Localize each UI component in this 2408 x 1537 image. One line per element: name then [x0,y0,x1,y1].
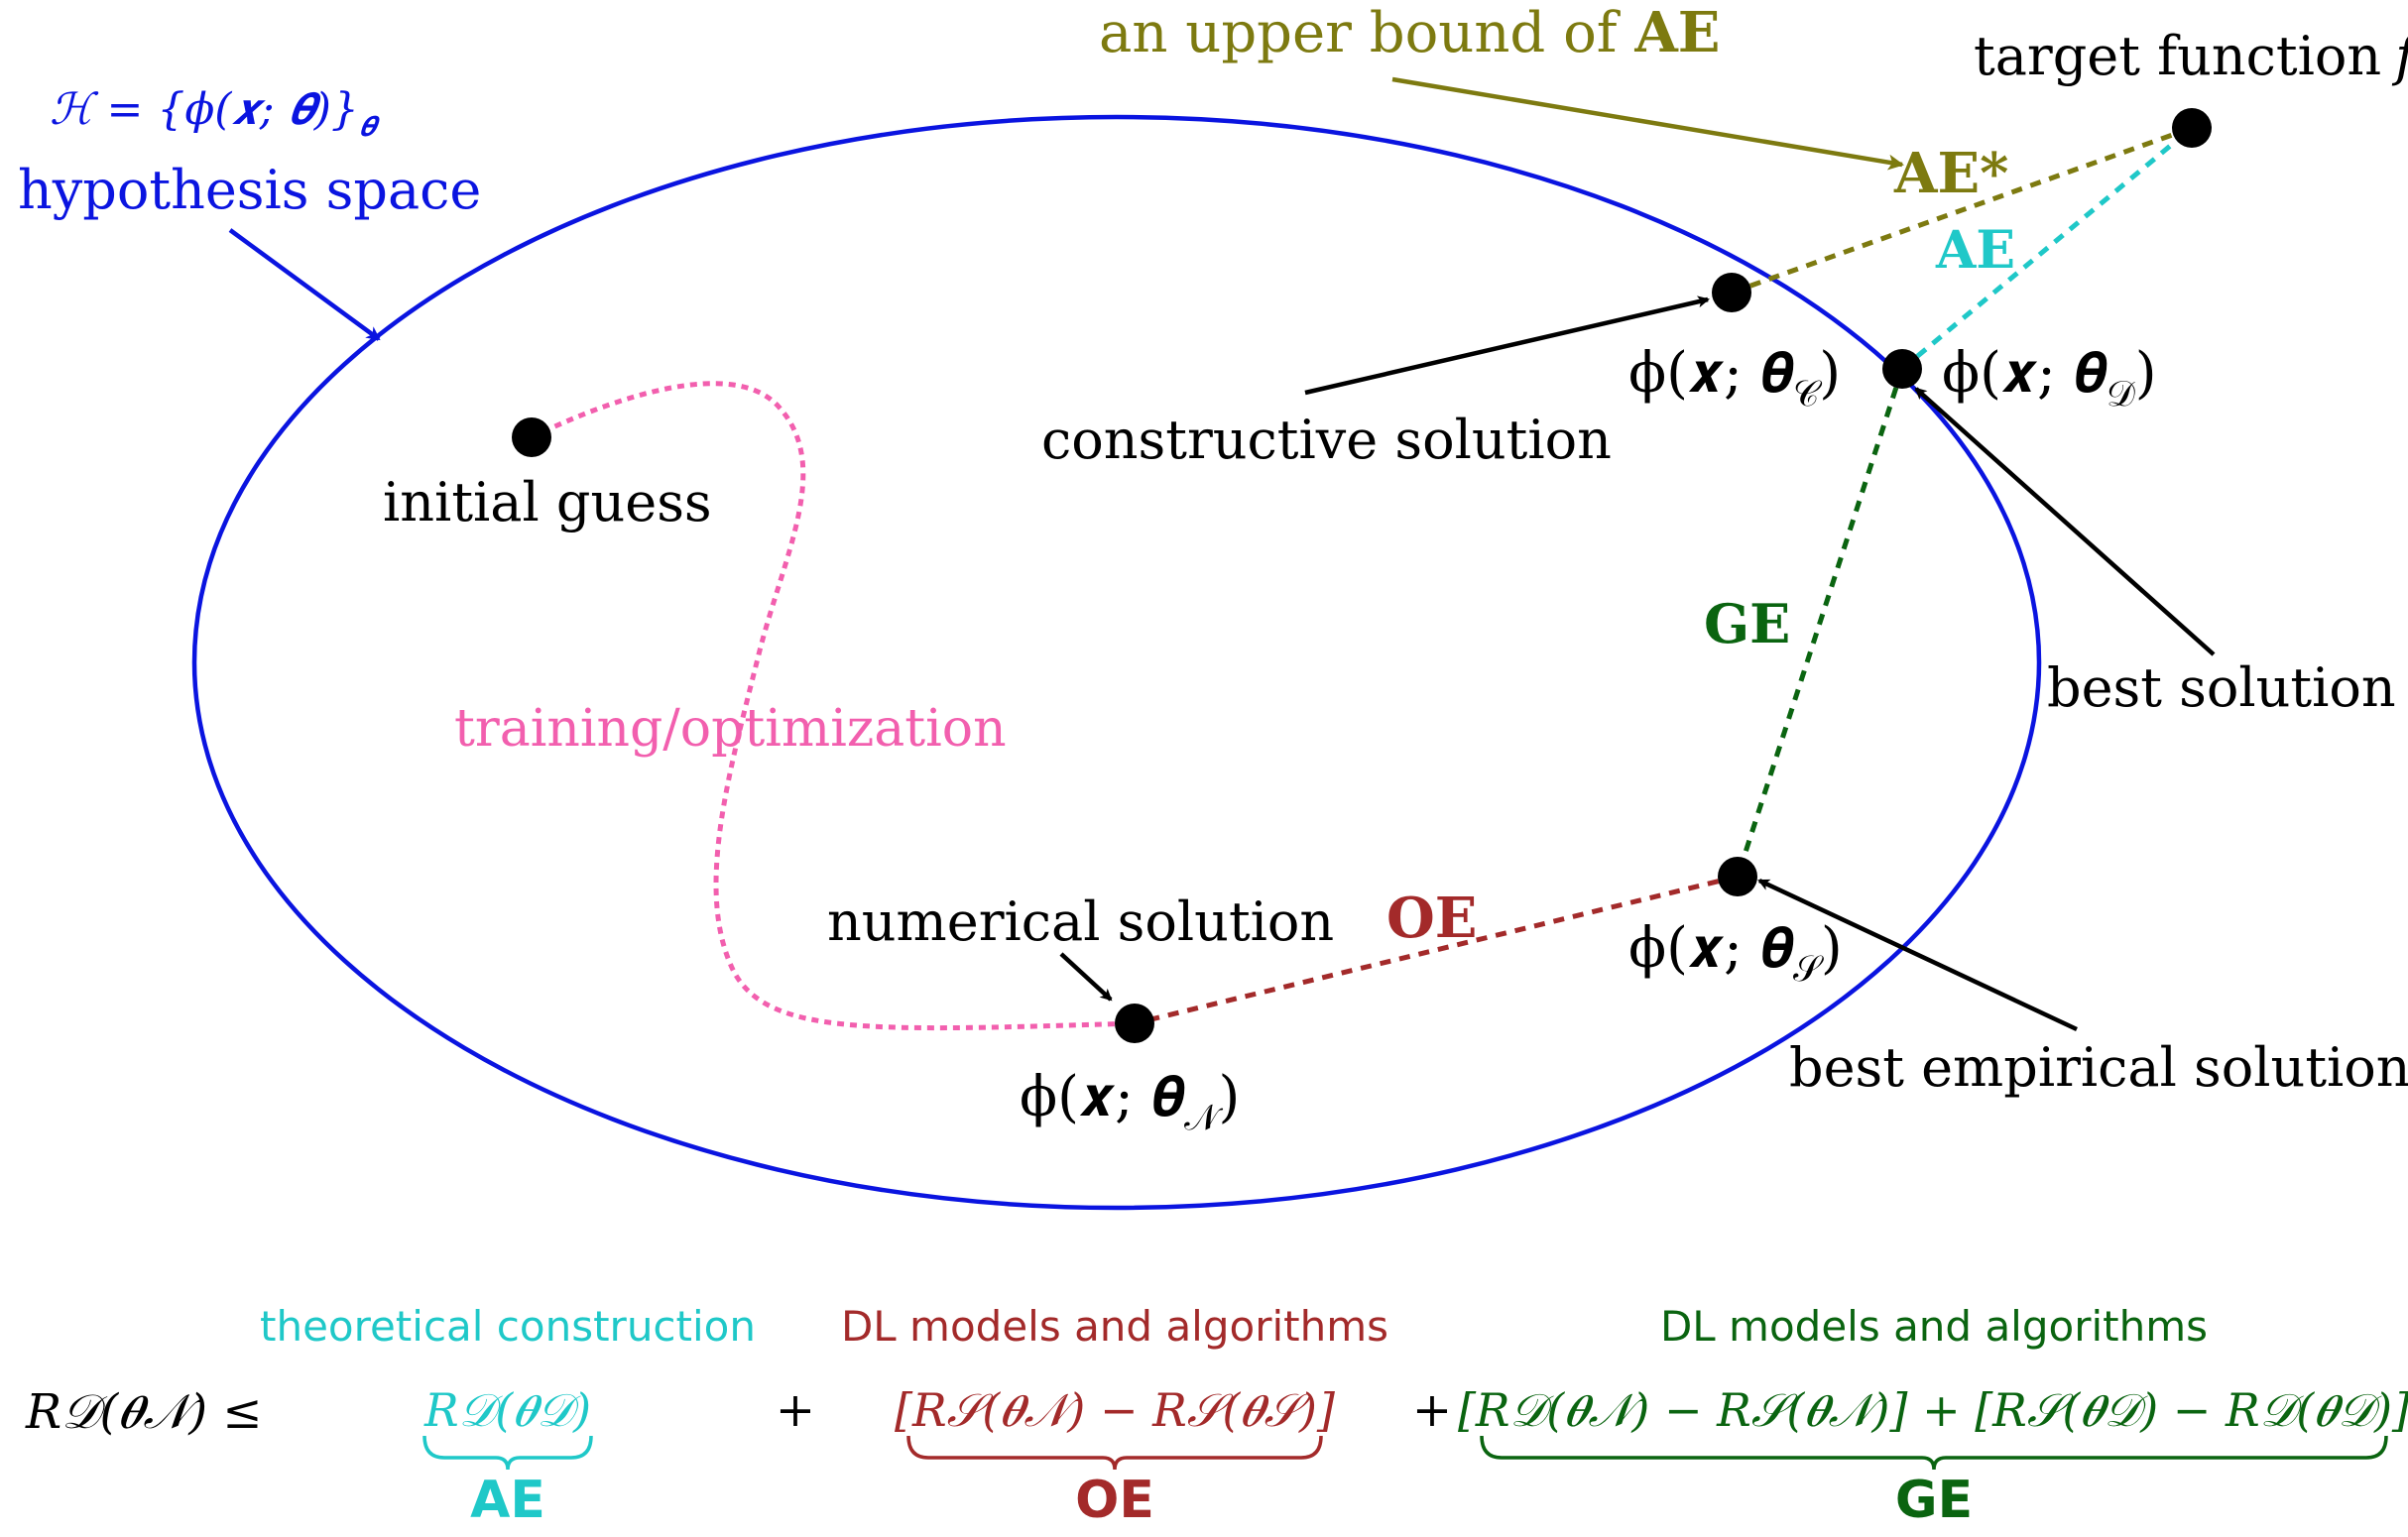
ge-term-expression: [R𝒟(𝜽𝒩) − R𝒮(𝜽𝒩)] + [R𝒮(𝜽𝒟) − R𝒟(𝜽𝒟)] [1458,1383,2408,1437]
oe-term-expression: [R𝒮(𝜽𝒩) − R𝒮(𝜽𝒮)] [895,1383,1335,1437]
oe-term-name: OE [1075,1471,1154,1530]
ge-term-name: GE [1895,1471,1973,1530]
ae-term-caption: theoretical construction [260,1302,756,1351]
formula-lhs: R𝒟(𝜽𝒩) ≤ [25,1384,263,1440]
oe-term-caption: DL models and algorithms [841,1302,1388,1351]
ge-term-brace [1480,1435,2388,1471]
target-function-label: target functionf [1974,25,2408,87]
initial-point [512,417,551,457]
oe-line [1134,874,1739,1026]
numerical-solution-label: numerical solution [827,890,1334,953]
empirical-point [1718,857,1757,896]
hypothesis-arrow [228,228,381,341]
upper-bound-ae: AE [1633,0,1720,65]
initial-guess-label: initial guess [383,471,712,533]
upper-bound-annotation: an upper bound of AE [1099,0,1720,65]
best-point [1882,349,1922,389]
oe-term-brace [906,1435,1323,1471]
ae-line [1900,126,2194,371]
constructive-point [1712,273,1751,312]
formula-plus-1: + [776,1382,815,1438]
hypothesis-space-ellipse [191,114,2042,1211]
numerical-point [1115,1004,1154,1043]
hypothesis-space-label: hypothesis space [18,159,481,221]
ae-label: AE [1935,220,2015,281]
best-solution-label: best solution [2047,656,2396,719]
ae-star-label: AE* [1893,141,2008,206]
hypothesis-formula: ℋ = {ϕ(𝒙; 𝜽)}𝜽 [50,84,380,143]
ae-term-brace [422,1435,593,1471]
training-path [530,381,1136,1031]
ge-label: GE [1704,592,1790,655]
formula-plus-2: + [1412,1382,1452,1438]
ge-line [1735,368,1905,878]
best-phi-label: ϕ(𝒙; 𝜽𝒟) [1942,341,2157,414]
upper-bound-arrow [1391,76,1904,171]
empirical-solution-label: best empirical solution [1789,1036,2408,1099]
best-arrow [1914,387,2216,656]
constructive-phi-label: ϕ(𝒙; 𝜽𝒞) [1628,341,1841,414]
ge-term-caption: DL models and algorithms [1660,1302,2208,1351]
empirical-phi-label: ϕ(𝒙; 𝜽𝒮) [1628,916,1843,990]
oe-label: OE [1386,886,1477,951]
ae-term-name: AE [470,1471,545,1530]
target-point [2172,108,2212,148]
constructive-arrow [1304,296,1710,396]
ae-term-expression: R𝒟(𝜽𝒟) [423,1383,591,1437]
numerical-arrow [1059,952,1113,1002]
numerical-phi-label: ϕ(𝒙; 𝜽𝒩) [1020,1065,1240,1138]
constructive-solution-label: constructive solution [1041,409,1612,471]
empirical-arrow [1757,878,2078,1032]
hypothesis-formula-subscript: 𝜽 [359,110,380,143]
training-label: training/optimization [454,699,1007,759]
ae-star-line [1731,125,2193,296]
